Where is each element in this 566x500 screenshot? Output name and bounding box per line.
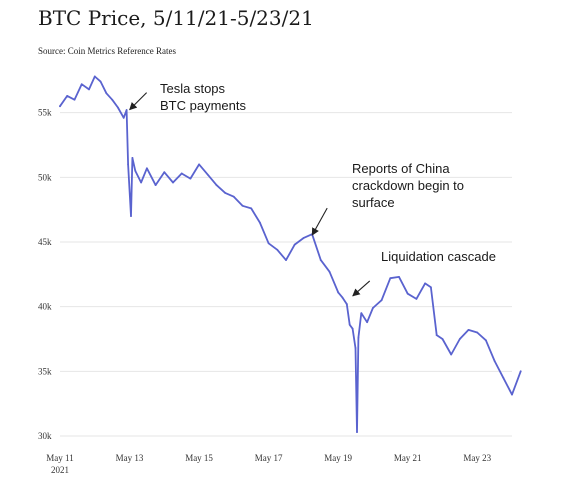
price-point — [429, 286, 432, 289]
price-point — [485, 339, 487, 342]
price-point — [285, 259, 287, 262]
price-point — [458, 338, 461, 340]
x-tick-label: May 11 — [46, 453, 73, 463]
price-point — [519, 370, 522, 373]
price-point — [467, 329, 470, 331]
price-point — [502, 376, 505, 379]
price-point — [354, 347, 357, 349]
price-point — [180, 172, 183, 175]
price-point — [450, 353, 453, 356]
annotation-label: BTC payments — [160, 98, 246, 113]
annotation-label: surface — [352, 195, 395, 210]
chart-subtitle: Source: Coin Metrics Reference Rates — [38, 46, 176, 56]
price-point — [380, 299, 383, 302]
price-point — [105, 92, 108, 95]
x-tick-label: May 15 — [185, 453, 213, 463]
x-tick-label: May 17 — [255, 453, 283, 463]
y-tick-label: 50k — [38, 172, 52, 182]
price-point — [511, 393, 513, 396]
price-point — [117, 106, 119, 109]
price-point — [111, 98, 114, 101]
price-point — [276, 248, 279, 251]
y-tick-label: 40k — [38, 302, 52, 312]
price-point — [134, 169, 137, 172]
price-point — [140, 181, 143, 184]
price-point — [435, 334, 438, 337]
price-point — [131, 157, 134, 159]
price-point — [130, 215, 132, 218]
price-point — [250, 207, 253, 210]
gridlines — [60, 112, 512, 437]
price-point — [328, 270, 331, 273]
annotation-label: crackdown begin to — [352, 178, 464, 193]
price-point — [198, 163, 200, 166]
x-tick-year: 2021 — [51, 465, 69, 475]
price-point — [163, 171, 166, 174]
price-point — [441, 338, 444, 340]
price-point — [366, 321, 369, 324]
price-point — [206, 173, 209, 176]
annotation-label: Tesla stops — [160, 81, 226, 96]
series-layer — [59, 75, 522, 434]
x-tick-label: May 23 — [463, 453, 491, 463]
price-point — [59, 105, 61, 108]
y-axis-tick-labels: 30k 35k 40k 45k 50k 55k — [38, 108, 52, 441]
price-point — [232, 195, 235, 198]
price-point — [215, 184, 218, 186]
price-point — [337, 291, 340, 294]
y-tick-label: 55k — [38, 108, 52, 118]
price-point — [493, 360, 496, 362]
price-point — [127, 163, 129, 166]
price-point — [372, 307, 374, 309]
price-point — [122, 116, 125, 119]
annotation-arrow — [352, 280, 371, 297]
price-point — [224, 191, 227, 194]
price-point — [389, 277, 392, 280]
price-point — [415, 298, 418, 300]
price-point — [345, 303, 348, 305]
price-point — [189, 177, 192, 180]
y-tick-label: 30k — [38, 431, 52, 441]
annotation-label: Liquidation cascade — [381, 249, 496, 264]
annotations: Tesla stops BTC payments Reports of China c… — [129, 81, 496, 297]
price-point — [302, 237, 305, 240]
price-point — [351, 327, 354, 330]
price-point — [99, 80, 102, 83]
x-tick-label: May 21 — [394, 453, 422, 463]
price-point — [66, 94, 69, 97]
price-point — [241, 204, 244, 207]
price-point — [267, 242, 270, 245]
price-point — [73, 98, 76, 101]
price-point — [154, 184, 157, 186]
price-point — [398, 276, 400, 278]
btc-price-line — [59, 75, 522, 434]
chart-title: BTC Price, 5/11/21-5/23/21 — [38, 6, 314, 30]
x-tick-label: May 13 — [116, 453, 144, 463]
y-tick-label: 45k — [38, 237, 52, 247]
price-point — [259, 221, 261, 224]
annotation-arrow — [311, 207, 328, 236]
price-point — [348, 323, 351, 326]
x-tick-label: May 19 — [324, 453, 352, 463]
price-point — [424, 282, 426, 285]
price-point — [93, 75, 96, 78]
price-point — [360, 312, 363, 315]
price-point — [146, 167, 148, 170]
annotation-label: Reports of China — [352, 161, 450, 176]
price-point — [357, 336, 360, 339]
price-point — [125, 109, 128, 111]
price-point — [356, 431, 358, 434]
y-tick-label: 35k — [38, 366, 52, 376]
price-point — [341, 296, 344, 299]
price-point — [406, 292, 409, 295]
price-point — [476, 331, 479, 334]
price-point — [293, 243, 296, 246]
x-axis-tick-labels: May 11 May 13 May 15 May 17 May 19 May 21 May … — [46, 453, 491, 475]
annotation-arrow — [129, 92, 148, 111]
price-point — [80, 83, 83, 86]
price-point — [172, 181, 174, 184]
price-point — [319, 259, 322, 262]
price-point — [88, 88, 90, 91]
